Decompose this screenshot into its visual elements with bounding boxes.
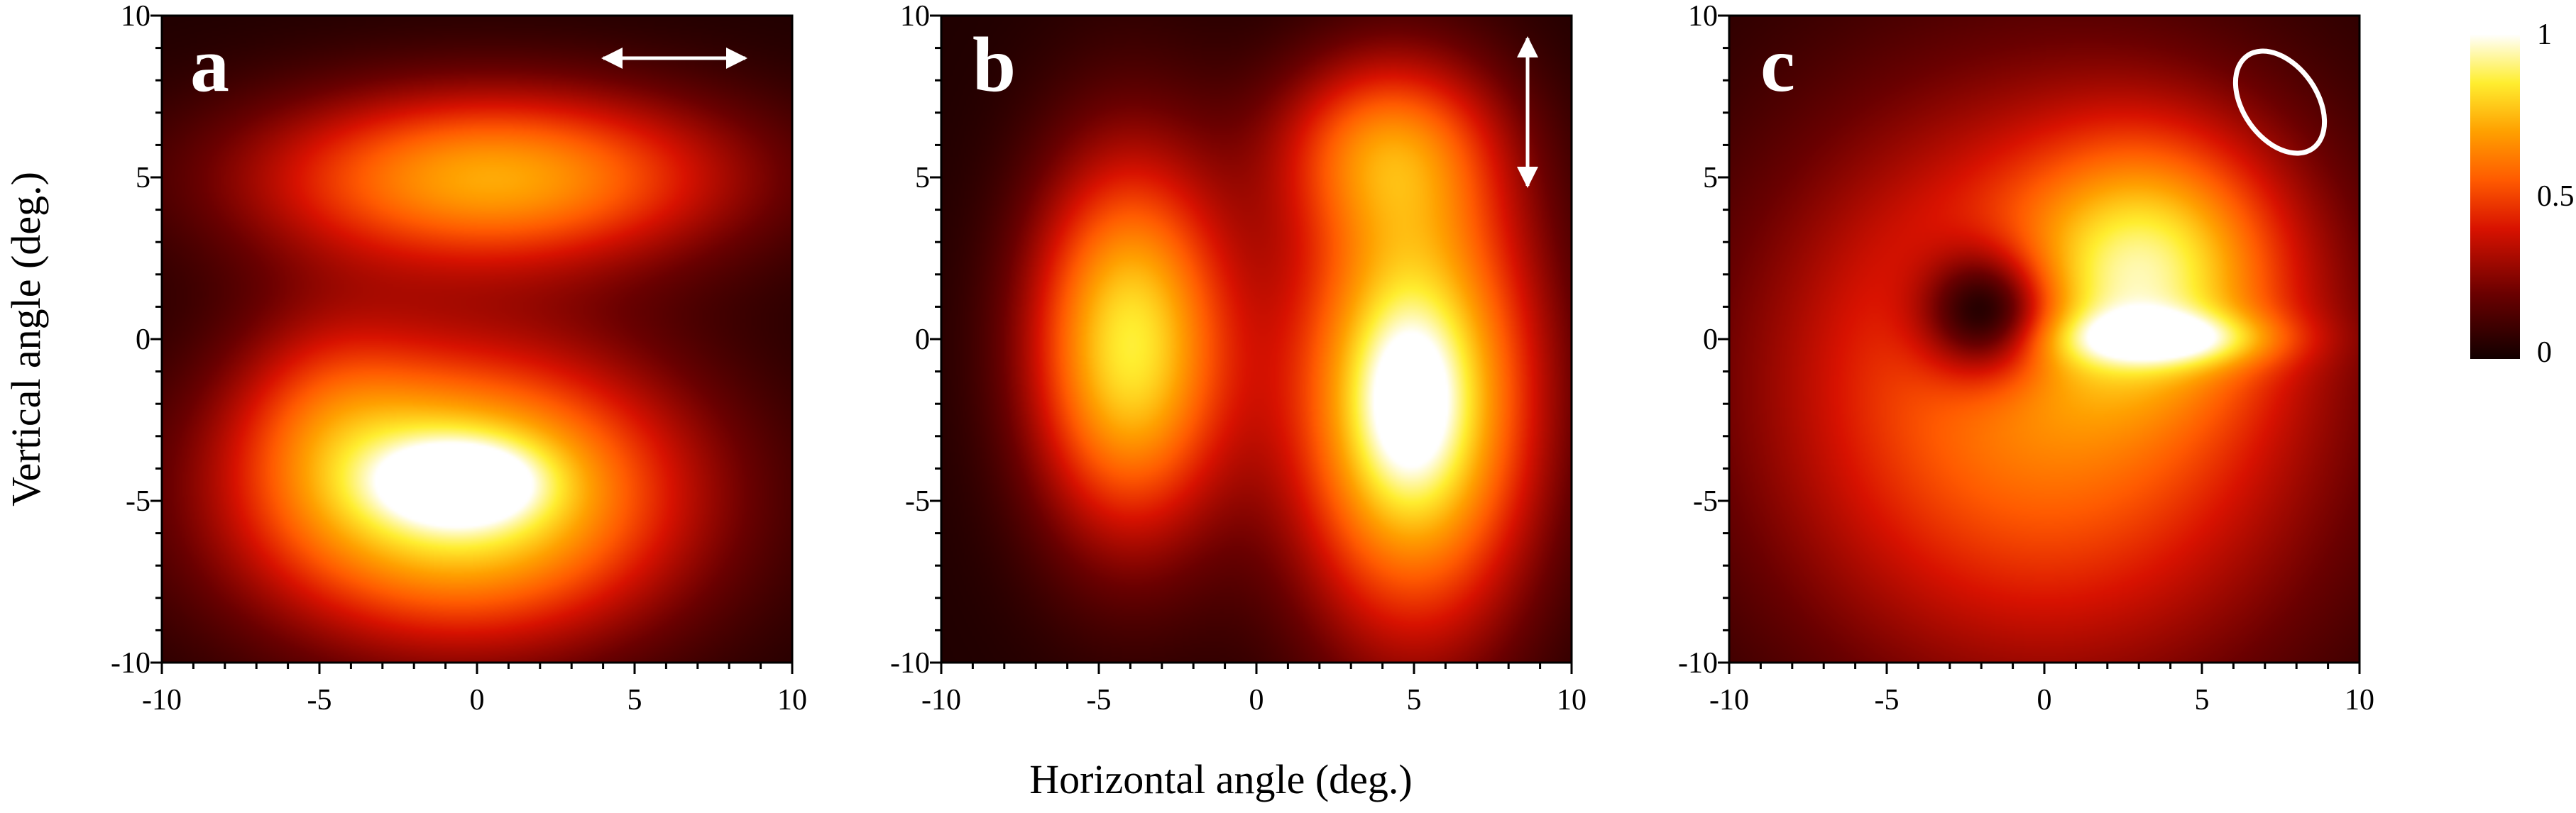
x-tick-labels: -10 -5 0 5 10 <box>921 684 1586 717</box>
heatmap-panel-b: -10 -5 0 5 10 10 5 0 -5 -10 b <box>890 0 1586 717</box>
x-tick-label: 5 <box>2195 684 2210 717</box>
y-tick-label: -10 <box>890 647 930 680</box>
x-tick-label: -10 <box>1709 684 1749 717</box>
x-tick-labels: -10 -5 0 5 10 <box>1709 684 2374 717</box>
y-tick-labels: 10 5 0 -5 -10 <box>890 0 930 680</box>
y-tick-label: 10 <box>1688 0 1718 33</box>
x-axis-title: Horizontal angle (deg.) <box>1029 756 1413 802</box>
y-tick-label: 0 <box>136 323 150 356</box>
y-tick-labels: 10 5 0 -5 -10 <box>1678 0 1718 680</box>
y-axis-title: Vertical angle (deg.) <box>3 172 49 507</box>
y-tick-label: 10 <box>121 0 150 33</box>
y-tick-label: -5 <box>126 485 150 518</box>
y-tick-label: 5 <box>915 162 930 194</box>
x-tick-label: 0 <box>2037 684 2052 717</box>
x-tick-label: 5 <box>1407 684 1422 717</box>
x-tick-label: -5 <box>1875 684 1900 717</box>
x-tick-label: 0 <box>1249 684 1264 717</box>
x-tick-label: -10 <box>142 684 182 717</box>
y-tick-label: -10 <box>111 647 150 680</box>
tick-marks <box>930 14 1573 674</box>
x-tick-label: -10 <box>921 684 961 717</box>
y-tick-label: 0 <box>1703 323 1718 356</box>
tick-marks <box>150 14 794 674</box>
colorbar-tick-label: 1 <box>2537 18 2552 51</box>
y-tick-labels: 10 5 0 -5 -10 <box>111 0 150 680</box>
x-tick-label: 5 <box>627 684 642 717</box>
colorbar-gradient <box>2470 34 2520 359</box>
y-tick-label: 10 <box>900 0 930 33</box>
heatmap-panel-a: -10 -5 0 5 10 10 5 0 -5 -10 a <box>111 0 807 717</box>
x-tick-label: -5 <box>1087 684 1112 717</box>
panel-label-b: b <box>972 21 1016 108</box>
y-tick-label: 5 <box>1703 162 1718 194</box>
x-tick-label: 10 <box>2345 684 2374 717</box>
heatmap-image <box>162 16 792 663</box>
heatmap-image <box>941 16 1572 663</box>
x-tick-labels: -10 -5 0 5 10 <box>142 684 807 717</box>
tick-marks <box>1718 14 2361 674</box>
panel-label-a: a <box>190 21 229 108</box>
panel-label-c: c <box>1760 21 1795 108</box>
colorbar: 1 0.5 0 <box>2470 18 2575 369</box>
y-tick-label: -10 <box>1678 647 1718 680</box>
y-tick-label: 5 <box>136 162 150 194</box>
colorbar-tick-label: 0 <box>2537 336 2552 369</box>
heatmap-image <box>1729 16 2359 663</box>
x-tick-label: -5 <box>307 684 332 717</box>
heatmap-panel-c: -10 -5 0 5 10 10 5 0 -5 -10 c <box>1678 0 2374 717</box>
x-tick-label: 10 <box>1557 684 1586 717</box>
x-tick-label: 0 <box>470 684 485 717</box>
y-tick-label: -5 <box>905 485 930 518</box>
y-tick-label: -5 <box>1693 485 1718 518</box>
y-tick-label: 0 <box>915 323 930 356</box>
x-tick-label: 10 <box>777 684 807 717</box>
colorbar-tick-label: 0.5 <box>2537 180 2575 213</box>
tilted-ellipse-icon <box>2232 48 2328 156</box>
